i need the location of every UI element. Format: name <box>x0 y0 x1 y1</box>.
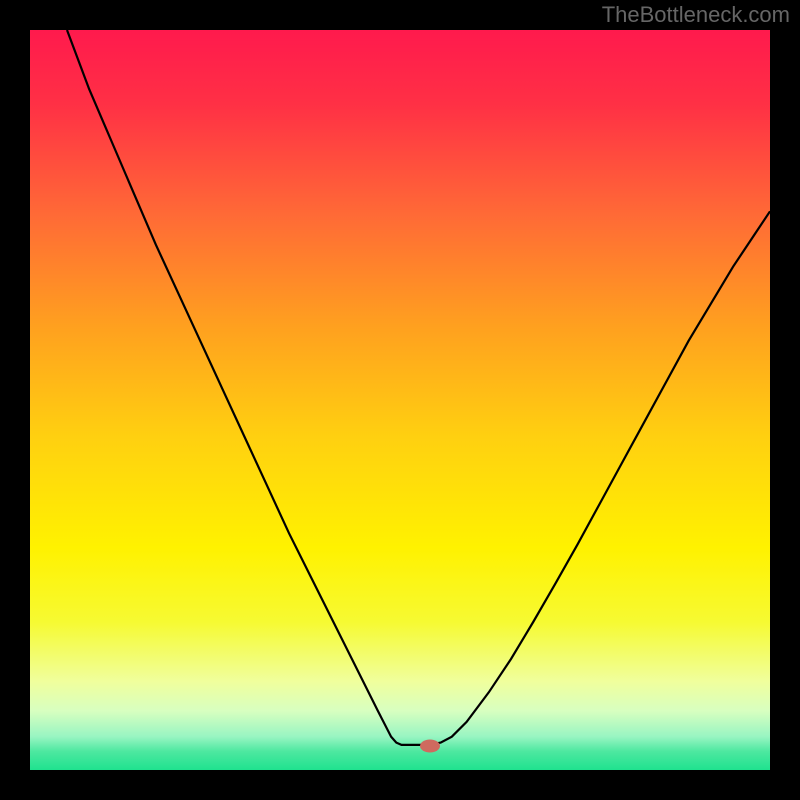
optimum-marker <box>420 740 440 753</box>
plot-area <box>30 30 770 770</box>
watermark-text: TheBottleneck.com <box>602 2 790 28</box>
bottleneck-curve <box>30 30 770 770</box>
